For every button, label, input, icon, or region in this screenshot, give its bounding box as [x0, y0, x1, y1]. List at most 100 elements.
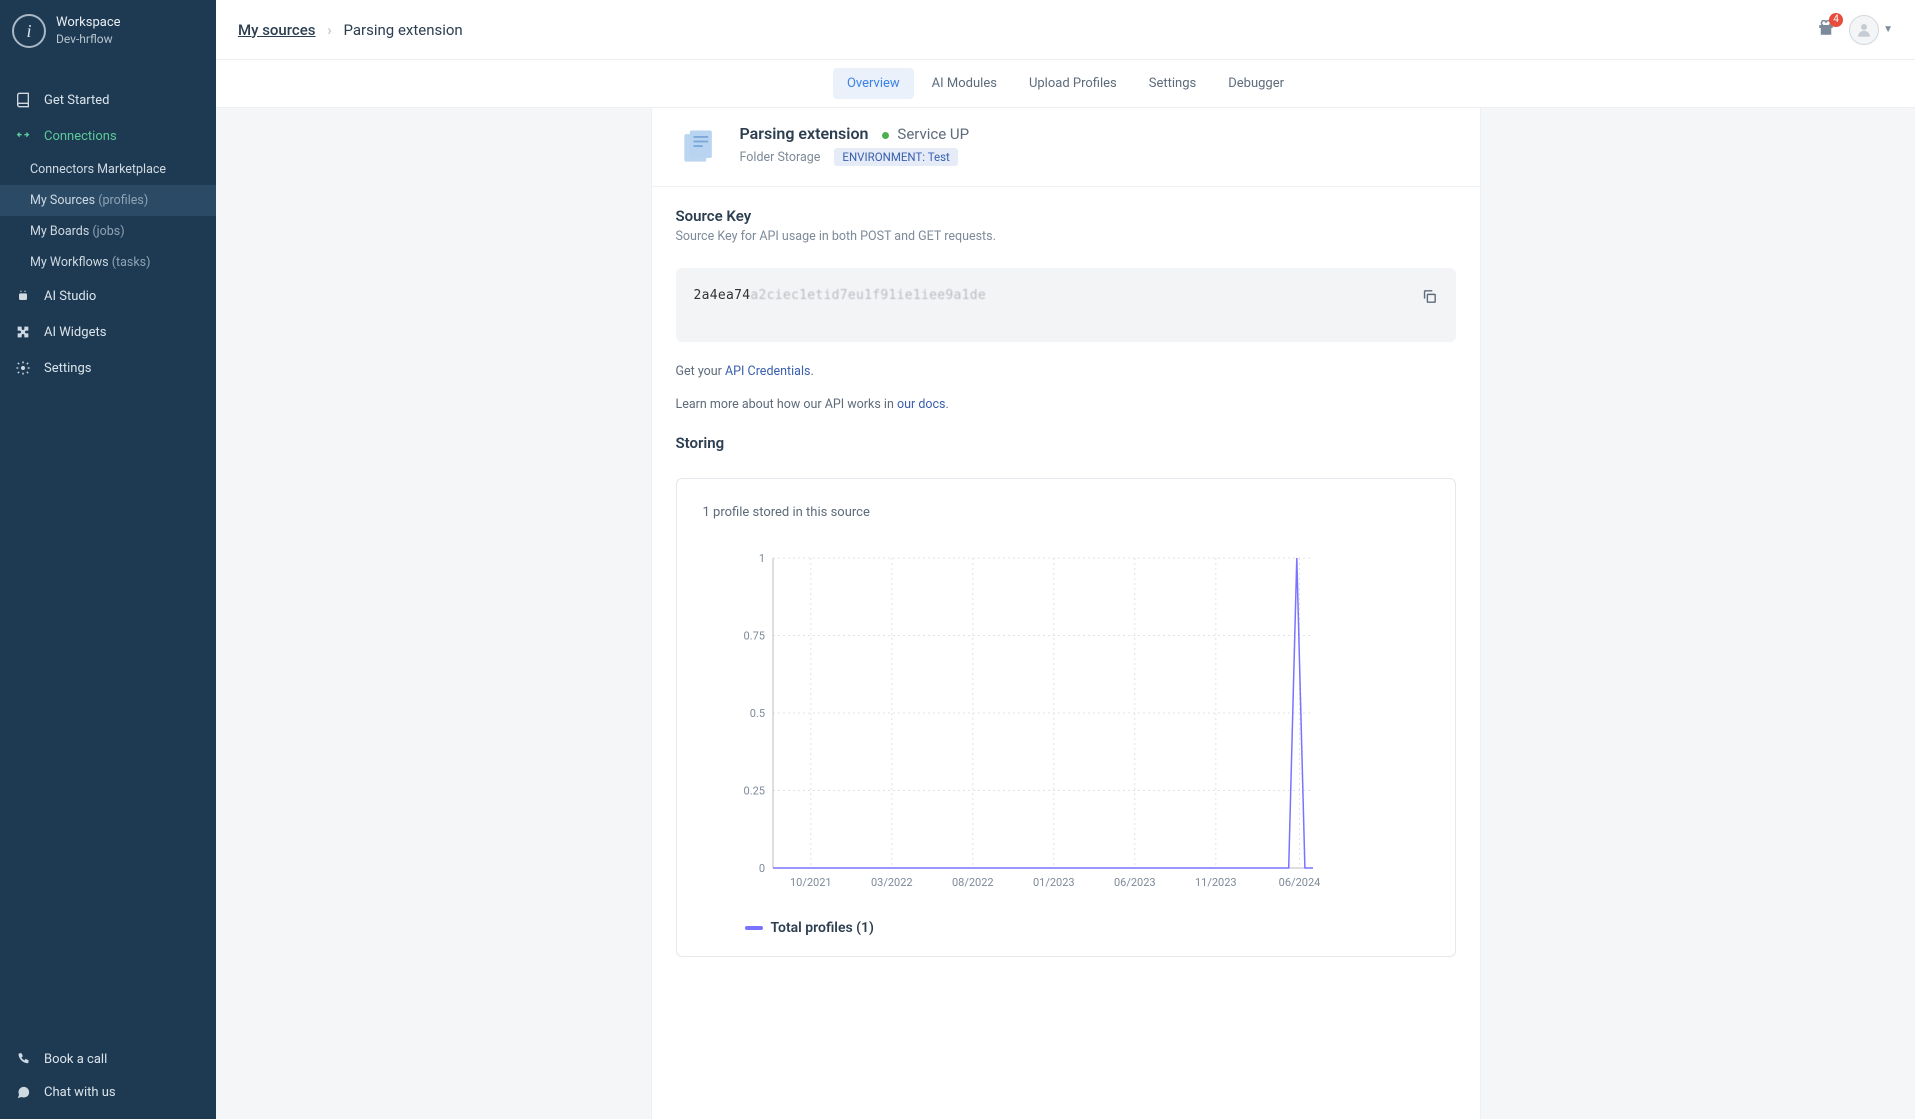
svg-text:1: 1: [758, 552, 764, 565]
tab-overview[interactable]: Overview: [833, 68, 914, 99]
folder-storage-icon: [676, 124, 722, 170]
nav-sub-my-sources[interactable]: My Sources (profiles): [0, 185, 216, 216]
chevron-down-icon: ▼: [1883, 24, 1893, 35]
section-title: Source Key: [676, 207, 1456, 225]
footer-book-call[interactable]: Book a call: [0, 1043, 216, 1076]
tab-debugger[interactable]: Debugger: [1214, 68, 1298, 99]
nav-settings[interactable]: Settings: [0, 350, 216, 386]
section-desc: Source Key for API usage in both POST an…: [676, 229, 1456, 244]
nav-label: AI Widgets: [44, 325, 106, 340]
source-header: Parsing extension Service UP Folder Stor…: [652, 108, 1480, 187]
user-menu[interactable]: ▼: [1849, 15, 1893, 45]
svg-text:10/2021: 10/2021: [789, 876, 831, 889]
nav-sub-my-boards[interactable]: My Boards (jobs): [0, 216, 216, 247]
profiles-chart: 0 0.25 0.5 0.75 1 10/2021 03/2022 08/2022 01/202…: [703, 548, 1323, 908]
svg-text:01/2023: 01/2023: [1032, 876, 1074, 889]
content-area: Parsing extension Service UP Folder Stor…: [216, 108, 1915, 1119]
nav-ai-studio[interactable]: AI Studio: [0, 278, 216, 314]
topbar: My sources › Parsing extension 4 ▼: [216, 0, 1915, 60]
section-storing: Storing: [652, 412, 1480, 464]
chart-card: 1 profile stored in this source 0 0.25 0.5…: [676, 478, 1456, 957]
legend-swatch: [745, 926, 763, 930]
key-prefix: 2a4ea74: [694, 288, 751, 303]
svg-text:03/2022: 03/2022: [870, 876, 912, 889]
gear-icon: [14, 360, 32, 376]
svg-text:06/2023: 06/2023: [1113, 876, 1155, 889]
copy-icon: [1421, 288, 1438, 305]
legend-label: Total profiles (1): [771, 920, 874, 936]
svg-text:11/2023: 11/2023: [1194, 876, 1236, 889]
workspace-title: Workspace: [56, 15, 121, 32]
source-status: Service UP: [882, 124, 969, 143]
nav-sub-label: My Workflows: [30, 255, 109, 270]
nav-connections[interactable]: Connections: [0, 118, 216, 154]
tab-ai-modules[interactable]: AI Modules: [918, 68, 1011, 99]
sidebar: i Workspace Dev-hrflow Get Started Conne…: [0, 0, 216, 1119]
workspace-header[interactable]: i Workspace Dev-hrflow: [0, 0, 216, 62]
section-source-key: Source Key Source Key for API usage in b…: [652, 187, 1480, 252]
plug-icon: [14, 128, 32, 144]
info-credentials: Get your API Credentials.: [652, 342, 1480, 379]
status-dot-icon: [882, 132, 889, 139]
nav-label: AI Studio: [44, 289, 96, 304]
section-title: Storing: [676, 434, 1456, 452]
workspace-name: Dev-hrflow: [56, 32, 121, 48]
notifications-button[interactable]: 4: [1817, 19, 1835, 41]
puzzle-icon: [14, 324, 32, 340]
sub-nav: Overview AI Modules Upload Profiles Sett…: [216, 60, 1915, 108]
key-blurred: a2ciec1etid7eu1f91ie1iee9a1de: [750, 288, 986, 303]
env-badge: ENVIRONMENT: Test: [834, 148, 957, 166]
breadcrumb-root[interactable]: My sources: [238, 21, 316, 39]
docs-link[interactable]: our docs: [897, 397, 946, 412]
main: My sources › Parsing extension 4 ▼ Overv…: [216, 0, 1915, 1119]
nav-sub-suffix: (tasks): [112, 255, 151, 270]
nav-ai-widgets[interactable]: AI Widgets: [0, 314, 216, 350]
svg-text:0.75: 0.75: [743, 630, 764, 643]
chat-icon: [14, 1085, 32, 1100]
nav-sub-label: My Boards: [30, 224, 89, 239]
chart-legend: Total profiles (1): [745, 920, 1429, 936]
breadcrumb: My sources › Parsing extension: [238, 21, 463, 39]
info-docs: Learn more about how our API works in ou…: [652, 379, 1480, 412]
svg-text:0: 0: [758, 862, 764, 875]
nav-sub-label: My Sources: [30, 193, 95, 208]
workspace-logo: i: [12, 14, 46, 48]
chart-wrap: 0 0.25 0.5 0.75 1 10/2021 03/2022 08/2022 01/202…: [703, 548, 1429, 908]
sidebar-nav: Get Started Connections Connectors Marke…: [0, 62, 216, 1043]
breadcrumb-current: Parsing extension: [344, 21, 463, 39]
sidebar-footer: Book a call Chat with us: [0, 1043, 216, 1119]
svg-text:0.5: 0.5: [749, 707, 764, 720]
nav-sub-suffix: (profiles): [98, 193, 148, 208]
copy-button[interactable]: [1421, 288, 1438, 309]
phone-icon: [14, 1052, 32, 1067]
android-icon: [14, 288, 32, 304]
tab-settings[interactable]: Settings: [1135, 68, 1210, 99]
status-text: Service UP: [897, 125, 969, 143]
nav-get-started[interactable]: Get Started: [0, 82, 216, 118]
storage-type: Folder Storage: [740, 150, 821, 165]
notifications-count: 4: [1829, 13, 1843, 27]
content-inner: Parsing extension Service UP Folder Stor…: [651, 108, 1481, 1119]
source-title: Parsing extension: [740, 124, 869, 143]
source-key-value: 2a4ea74a2ciec1etid7eu1f91ie1iee9a1de: [694, 288, 987, 303]
nav-label: Get Started: [44, 93, 109, 108]
svg-text:0.25: 0.25: [743, 785, 764, 798]
book-icon: [14, 92, 32, 108]
footer-label: Book a call: [44, 1052, 107, 1067]
nav-sub-label: Connectors Marketplace: [30, 162, 166, 177]
user-icon: [1855, 21, 1873, 39]
footer-label: Chat with us: [44, 1085, 116, 1100]
nav-sub-marketplace[interactable]: Connectors Marketplace: [0, 154, 216, 185]
breadcrumb-sep: ›: [327, 21, 332, 39]
svg-text:06/2024: 06/2024: [1278, 876, 1320, 889]
tab-upload-profiles[interactable]: Upload Profiles: [1015, 68, 1131, 99]
nav-label: Settings: [44, 361, 91, 376]
chart-caption: 1 profile stored in this source: [703, 505, 1429, 520]
avatar: [1849, 15, 1879, 45]
nav-sub-my-workflows[interactable]: My Workflows (tasks): [0, 247, 216, 278]
nav-label: Connections: [44, 129, 117, 144]
api-credentials-link[interactable]: API Credentials: [725, 364, 810, 379]
nav-sub-suffix: (jobs): [92, 224, 124, 239]
svg-text:08/2022: 08/2022: [951, 876, 993, 889]
footer-chat[interactable]: Chat with us: [0, 1076, 216, 1109]
